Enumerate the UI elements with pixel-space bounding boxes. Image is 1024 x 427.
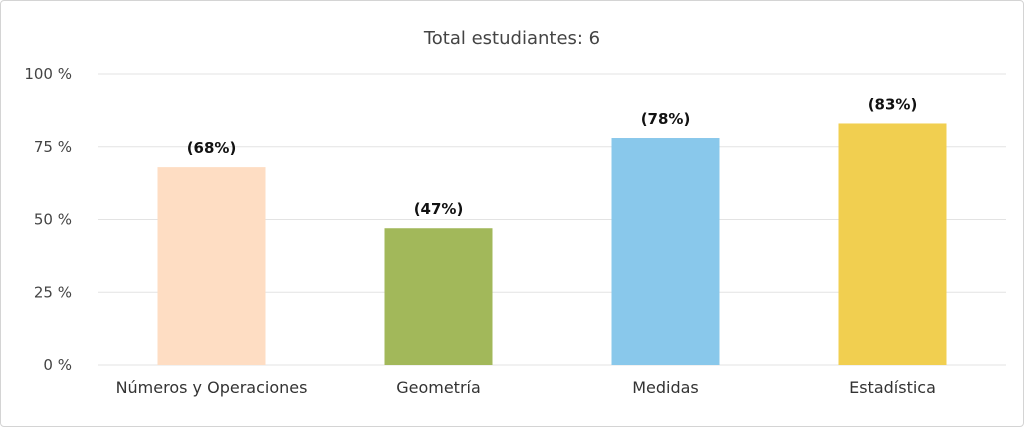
x-tick-label: Geometría <box>396 378 481 397</box>
data-labels: (68%) (47%) (78%) (83%) <box>187 95 918 218</box>
bar <box>157 167 266 365</box>
data-label: (47%) <box>414 200 464 218</box>
bar <box>384 228 493 365</box>
y-axis-ticks: 0 % 25 % 50 % 75 % 100 % <box>24 65 72 374</box>
bars <box>157 123 947 365</box>
y-tick-label: 50 % <box>34 211 72 229</box>
y-tick-label: 25 % <box>34 283 72 301</box>
y-tick-label: 100 % <box>24 65 72 83</box>
y-tick-label: 75 % <box>34 138 72 156</box>
data-label: (83%) <box>868 95 918 113</box>
y-tick-label: 0 % <box>43 356 72 374</box>
chart-title: Total estudiantes: 6 <box>423 28 600 49</box>
data-label: (68%) <box>187 139 237 157</box>
x-tick-label: Medidas <box>632 378 699 397</box>
x-tick-label: Números y Operaciones <box>116 378 308 397</box>
x-axis-labels: Números y Operaciones Geometría Medidas Est… <box>116 378 936 397</box>
x-tick-label: Estadística <box>849 378 936 397</box>
bar <box>611 138 720 365</box>
bar <box>838 123 947 365</box>
data-label: (78%) <box>641 110 691 128</box>
